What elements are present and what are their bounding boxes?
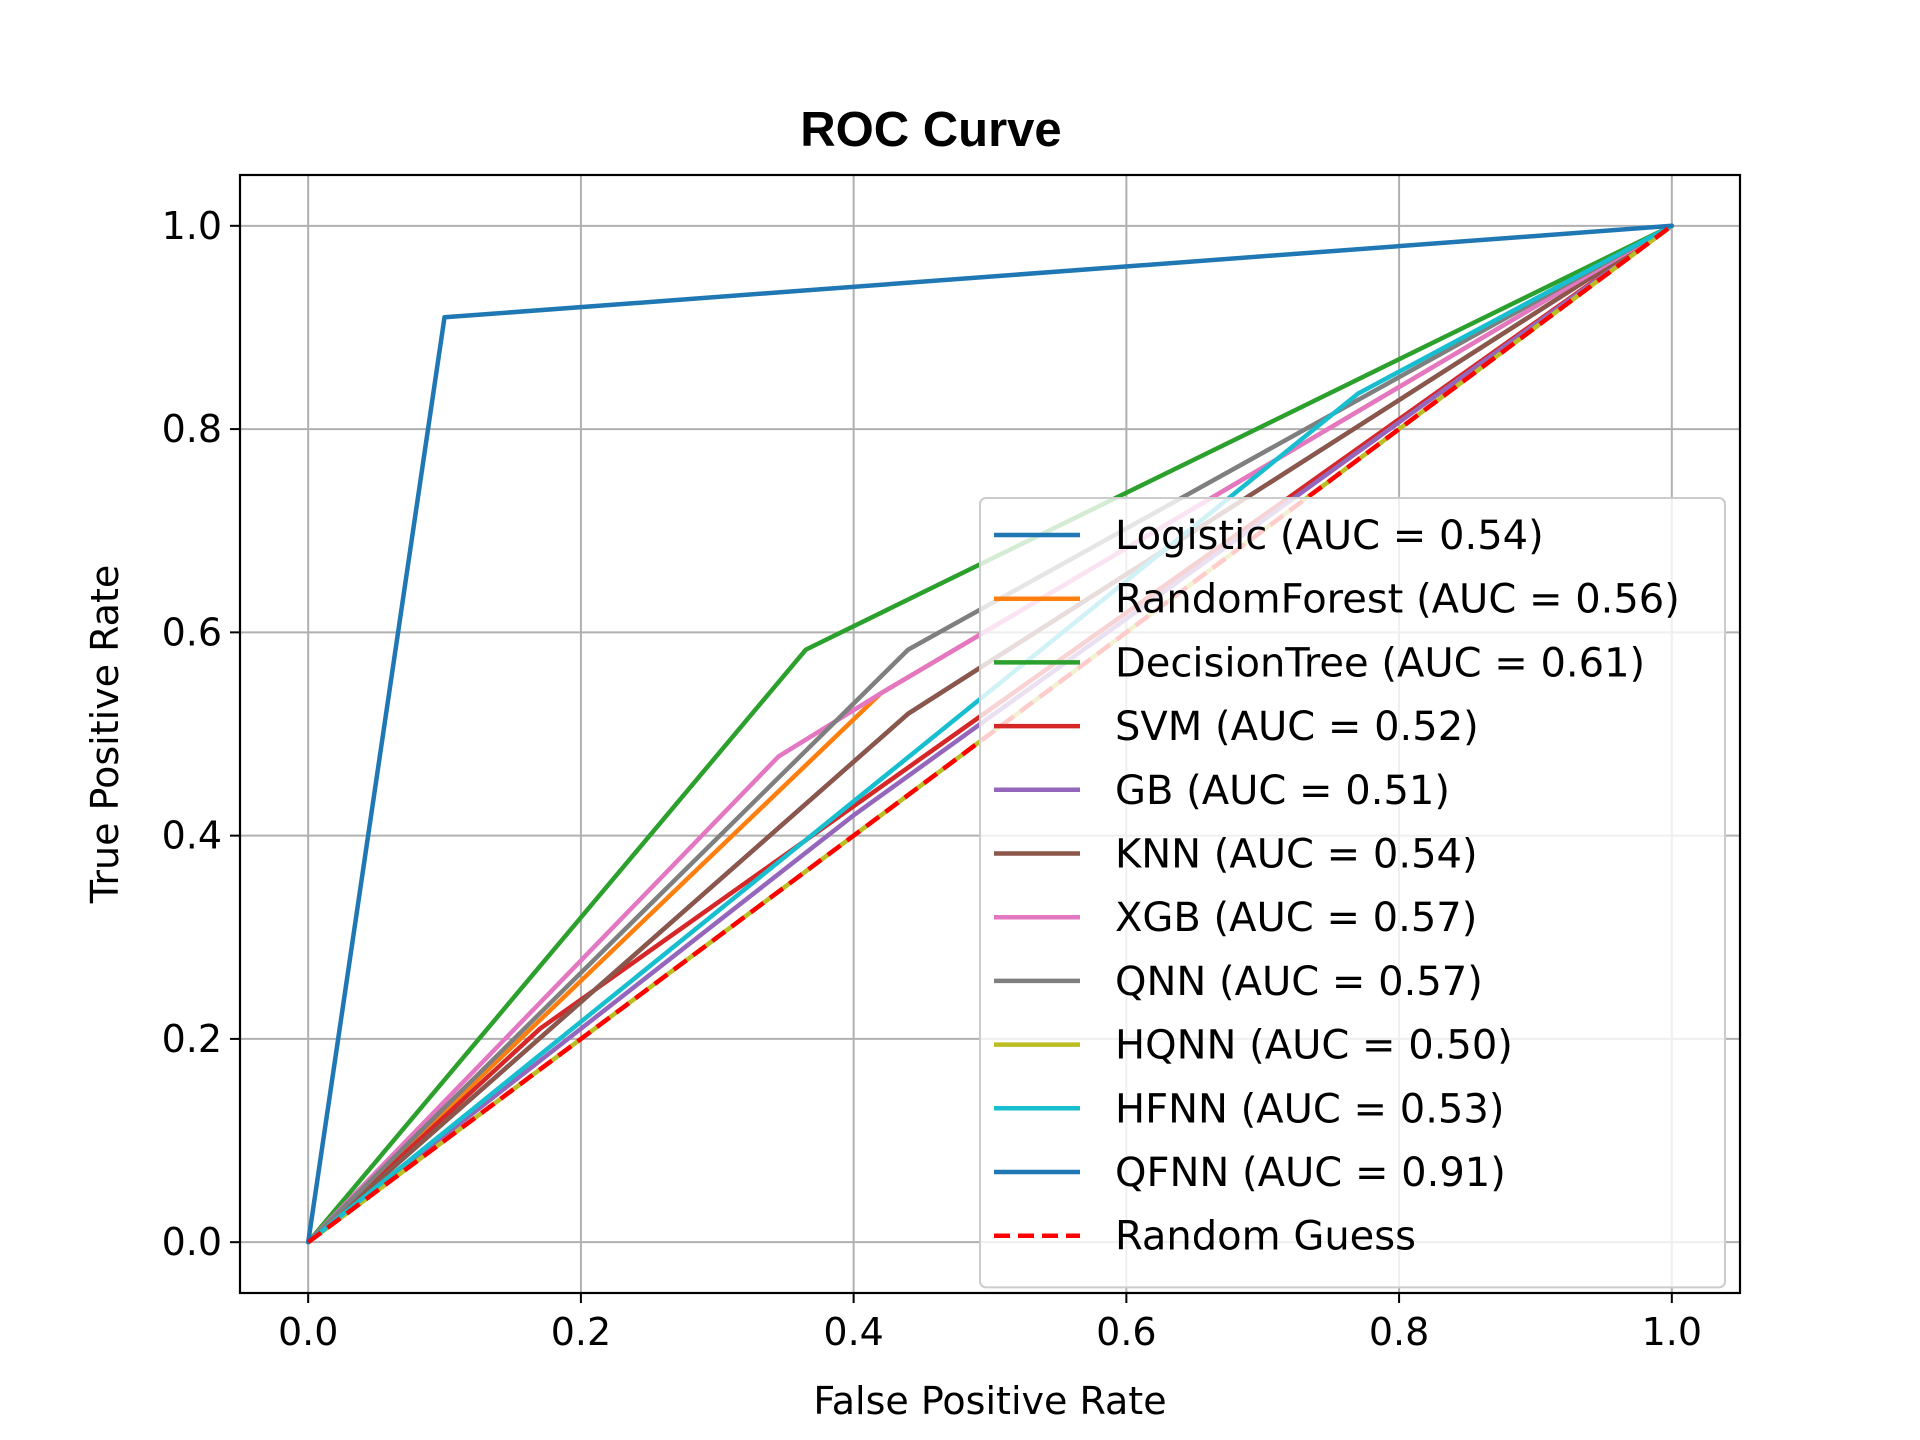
y-tick-label: 0.4: [162, 814, 222, 858]
x-tick-label: 0.4: [823, 1310, 883, 1354]
x-tick-label: 0.2: [551, 1310, 611, 1354]
legend-label: Logistic (AUC = 0.54): [1115, 513, 1544, 559]
x-tick-label: 0.6: [1096, 1310, 1156, 1354]
legend: Logistic (AUC = 0.54) RandomForest (AUC =…: [979, 497, 1726, 1289]
y-tick-label: 0.6: [162, 610, 222, 654]
legend-label: GB (AUC = 0.51): [1115, 768, 1450, 814]
legend-label: XGB (AUC = 0.57): [1115, 895, 1477, 941]
legend-label: DecisionTree (AUC = 0.61): [1115, 640, 1645, 686]
y-tick-label: 0.2: [162, 1017, 222, 1061]
series-line: [305, 223, 1675, 1245]
x-tick-label: 0.8: [1369, 1310, 1429, 1354]
series-line: [305, 223, 1675, 1245]
x-axis-label: False Positive Rate: [813, 1379, 1166, 1423]
series-line: [305, 223, 1675, 1245]
series-line: [305, 223, 1675, 1245]
legend-label: QFNN (AUC = 0.91): [1115, 1150, 1506, 1196]
legend-label: KNN (AUC = 0.54): [1115, 832, 1478, 878]
chart-title: ROC Curve: [800, 103, 1061, 157]
series-line: [305, 223, 1675, 1245]
y-tick-label: 0.0: [162, 1220, 222, 1264]
legend-label: HFNN (AUC = 0.53): [1115, 1086, 1504, 1132]
legend-label: RandomForest (AUC = 0.56): [1115, 577, 1680, 623]
x-tick-label: 1.0: [1642, 1310, 1702, 1354]
legend-box: [979, 497, 1726, 1289]
y-tick-label: 1.0: [162, 204, 222, 248]
series-line: [305, 223, 1675, 1245]
x-tick-label: 0.0: [278, 1310, 338, 1354]
series-line: [305, 223, 1675, 1245]
legend-label: HQNN (AUC = 0.50): [1115, 1023, 1513, 1069]
y-tick-label: 0.8: [162, 407, 222, 451]
legend-label: QNN (AUC = 0.57): [1115, 959, 1483, 1005]
legend-label: SVM (AUC = 0.52): [1115, 704, 1479, 750]
y-axis-label: True Positive Rate: [83, 565, 127, 905]
legend-label: Random Guess: [1115, 1214, 1416, 1260]
plot-frame: [238, 173, 1742, 1295]
axis-ticks: 0.0 0.2 0.4 0.6 0.8 1.0 0.0 0.2 0.4 0.6 0.8 1.0: [162, 204, 1702, 1354]
